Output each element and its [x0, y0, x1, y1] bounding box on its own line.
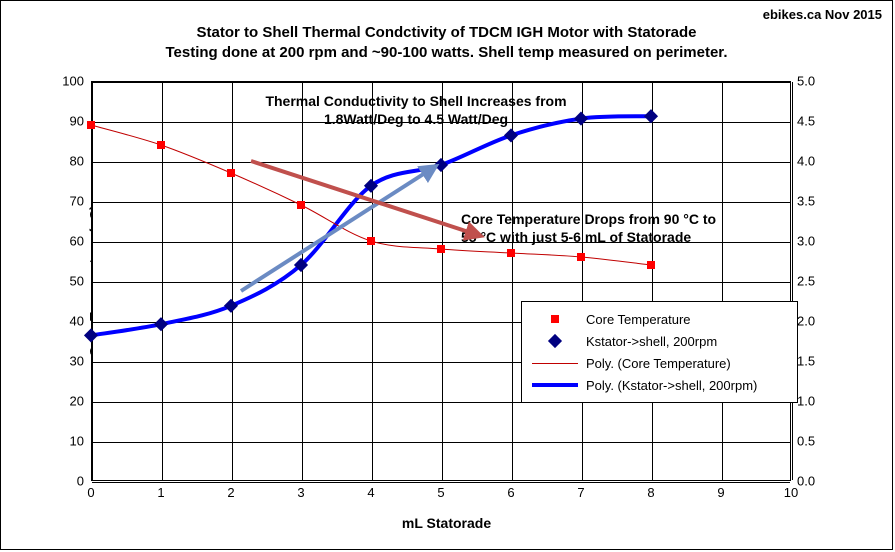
- y-right-tick: 3.5: [797, 194, 837, 209]
- x-tick: 8: [636, 485, 666, 500]
- annotation-core-temp: Core Temperature Drops from 90 °C to 55 …: [461, 211, 781, 246]
- legend-row-kshell: Kstator->shell, 200rpm: [532, 330, 787, 352]
- annot1-line1: Thermal Conductivity to Shell Increases …: [265, 93, 566, 109]
- x-tick: 6: [496, 485, 526, 500]
- annot1-line2: 1.8Watt/Deg to 4.5 Watt/Deg: [324, 111, 508, 127]
- legend-label-kshell: Kstator->shell, 200rpm: [586, 334, 717, 349]
- legend-swatch-thinline: [532, 354, 578, 372]
- attribution-text: ebikes.ca Nov 2015: [763, 7, 882, 22]
- y-right-tick: 3.0: [797, 234, 837, 249]
- legend-label-poly-core: Poly. (Core Temperature): [586, 356, 731, 371]
- y-left-tick: 50: [44, 274, 84, 289]
- y-left-tick: 60: [44, 234, 84, 249]
- x-tick: 9: [706, 485, 736, 500]
- legend-label-core-temp: Core Temperature: [586, 312, 691, 327]
- y-left-tick: 40: [44, 314, 84, 329]
- title-line-2: Testing done at 200 rpm and ~90-100 watt…: [166, 44, 728, 61]
- y-right-tick: 5.0: [797, 74, 837, 89]
- x-tick: 3: [286, 485, 316, 500]
- legend-row-poly-kshell: Poly. (Kstator->shell, 200rpm): [532, 374, 787, 396]
- legend-swatch-square: [532, 310, 578, 328]
- legend-label-poly-kshell: Poly. (Kstator->shell, 200rpm): [586, 378, 757, 393]
- annotation-conductivity: Thermal Conductivity to Shell Increases …: [231, 93, 601, 128]
- y-right-tick: 0.5: [797, 434, 837, 449]
- legend-row-core-temp: Core Temperature: [532, 308, 787, 330]
- x-tick: 2: [216, 485, 246, 500]
- legend: Core Temperature Kstator->shell, 200rpm …: [521, 301, 798, 403]
- y-right-tick: 4.5: [797, 114, 837, 129]
- chart-title: Stator to Shell Thermal Condctivity of T…: [1, 23, 892, 62]
- y-left-tick: 20: [44, 394, 84, 409]
- x-tick: 1: [146, 485, 176, 500]
- x-axis-label: mL Statorade: [1, 515, 892, 531]
- y-left-tick: 100: [44, 74, 84, 89]
- y-left-tick: 70: [44, 194, 84, 209]
- y-left-tick: 10: [44, 434, 84, 449]
- x-tick: 7: [566, 485, 596, 500]
- annot2-line1: Core Temperature Drops from 90 °C to: [461, 211, 716, 227]
- x-tick: 5: [426, 485, 456, 500]
- y-right-tick: 4.0: [797, 154, 837, 169]
- y-right-tick: 1.5: [797, 354, 837, 369]
- y-left-tick: 30: [44, 354, 84, 369]
- y-left-tick: 90: [44, 114, 84, 129]
- legend-swatch-diamond: [532, 332, 578, 350]
- plot-area: [91, 81, 791, 481]
- y-left-tick: 80: [44, 154, 84, 169]
- x-tick: 0: [76, 485, 106, 500]
- chart-frame: ebikes.ca Nov 2015 Stator to Shell Therm…: [0, 0, 893, 550]
- annot2-line2: 55 °C with just 5-6 mL of Statorade: [461, 229, 691, 245]
- y-right-tick: 2.5: [797, 274, 837, 289]
- legend-row-poly-core: Poly. (Core Temperature): [532, 352, 787, 374]
- x-tick: 10: [776, 485, 806, 500]
- legend-swatch-thickline: [532, 376, 578, 394]
- x-tick: 4: [356, 485, 386, 500]
- y-right-tick: 1.0: [797, 394, 837, 409]
- y-right-tick: 2.0: [797, 314, 837, 329]
- title-line-1: Stator to Shell Thermal Condctivity of T…: [196, 24, 696, 41]
